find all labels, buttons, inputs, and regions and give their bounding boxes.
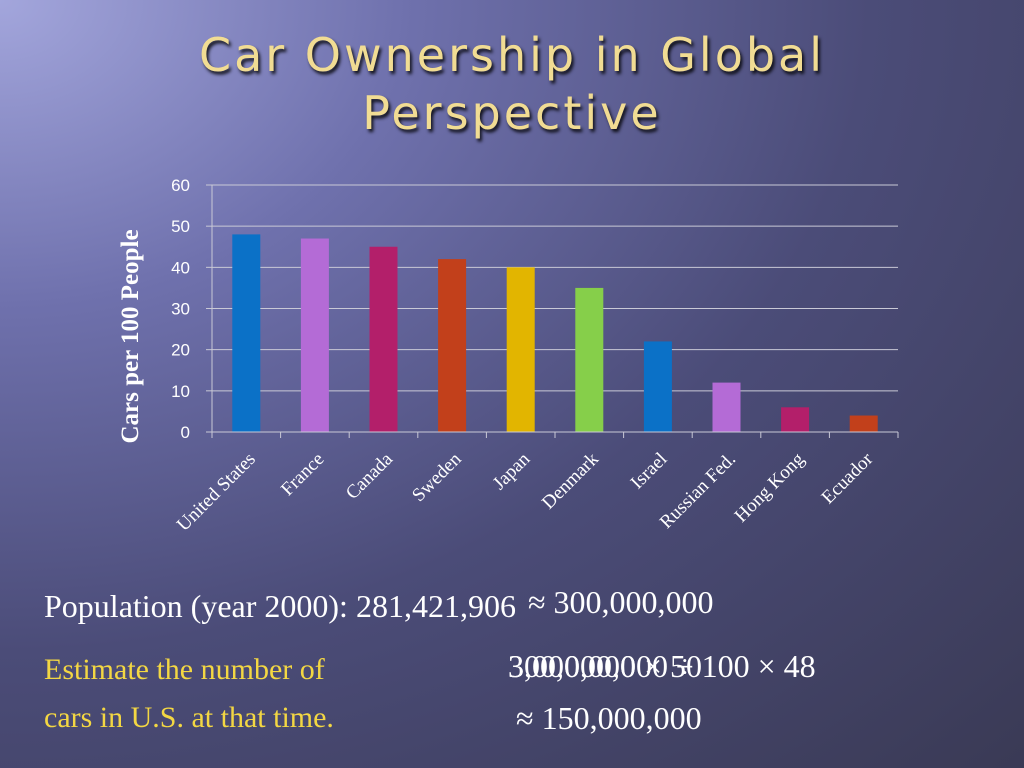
approx-population: ≈ 300,000,000 bbox=[527, 584, 714, 620]
population-line: Population (year 2000): 281,421,906 ≈ 30… bbox=[44, 584, 714, 625]
calc-result: ≈ 150,000,000 bbox=[516, 700, 702, 736]
bar-ecuador bbox=[849, 415, 878, 432]
x-tick-label: United States bbox=[173, 449, 260, 536]
bar-france bbox=[300, 238, 329, 432]
calc-step-2: 3,000,000 × 50 bbox=[508, 648, 703, 684]
population-value: 281,421,906 bbox=[355, 588, 516, 624]
slide-title: Car Ownership in Global Perspective bbox=[0, 26, 1024, 142]
bar-chart: 0 10 20 30 40 50 60 United States France Canada Sw… bbox=[117, 176, 899, 536]
x-tick-label: Canada bbox=[342, 448, 398, 504]
bar-hong-kong bbox=[781, 407, 810, 432]
bar-russian-fed- bbox=[712, 382, 741, 432]
estimate-line-1: Estimate the number of bbox=[44, 653, 325, 686]
bar-sweden bbox=[438, 259, 467, 432]
bar-denmark bbox=[575, 287, 604, 432]
x-tick-label: Hong Kong bbox=[731, 448, 809, 526]
x-tick-label: Sweden bbox=[408, 448, 466, 506]
bar-canada bbox=[369, 246, 398, 432]
x-tick-label: Ecuador bbox=[818, 448, 878, 508]
bar-israel bbox=[643, 341, 672, 432]
bar-united-states bbox=[232, 234, 261, 432]
y-tick-label: 60 bbox=[171, 176, 190, 195]
y-tick-label: 50 bbox=[171, 217, 190, 236]
slide-title-line-1: Car Ownership in Global bbox=[198, 28, 826, 82]
y-axis-label: Cars per 100 People bbox=[117, 229, 144, 443]
y-tick-label: 30 bbox=[171, 300, 190, 319]
y-tick-label: 0 bbox=[181, 423, 190, 442]
slide-title-line-2: Perspective bbox=[362, 86, 662, 140]
estimate-prompt: Estimate the number of cars in U.S. at t… bbox=[44, 646, 334, 742]
calc-step-1: 300,000,000 ÷ 100 × 48 bbox=[508, 648, 816, 684]
x-tick-label: France bbox=[277, 449, 328, 500]
estimate-line-2: cars in U.S. at that time. bbox=[44, 701, 334, 734]
population-label: Population (year 2000): bbox=[44, 588, 348, 624]
y-tick-label: 40 bbox=[171, 258, 190, 277]
x-tick-label: Denmark bbox=[538, 448, 603, 513]
y-tick-label: 10 bbox=[171, 382, 190, 401]
bar-japan bbox=[506, 267, 535, 432]
axes bbox=[206, 184, 899, 438]
x-tick-label: Japan bbox=[489, 448, 535, 494]
bars bbox=[232, 234, 878, 432]
y-tick-label: 20 bbox=[171, 341, 190, 360]
x-tick-label: Israel bbox=[627, 449, 672, 494]
